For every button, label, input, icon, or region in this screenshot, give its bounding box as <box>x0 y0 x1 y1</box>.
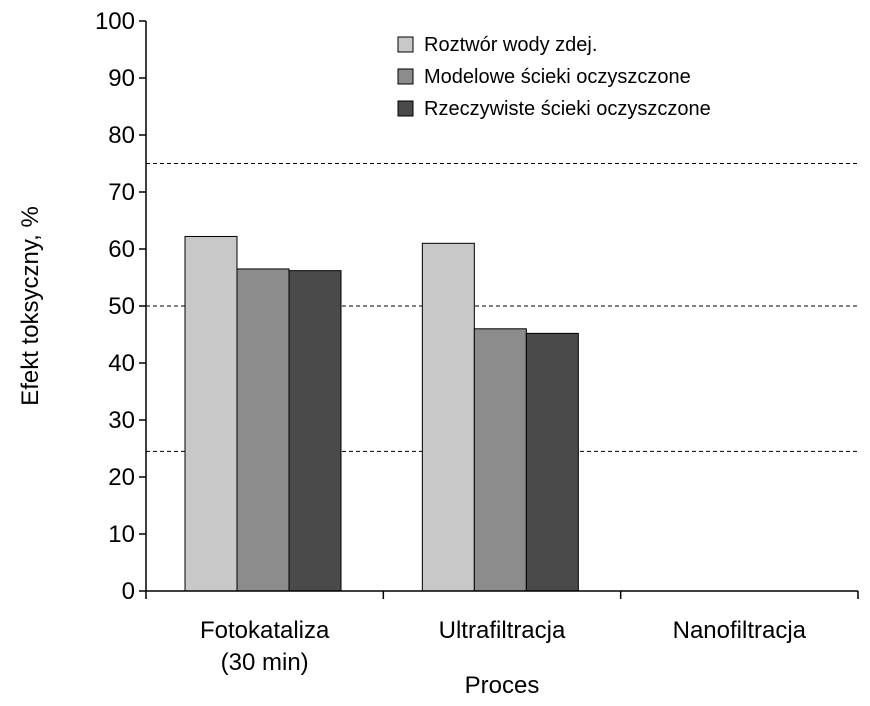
y-tick-label-7: 70 <box>108 179 135 206</box>
x-axis-title: Proces <box>465 672 540 699</box>
bar-s2-c0 <box>288 270 342 592</box>
legend: Roztwór wody zdej. Modelowe ścieki oczysz… <box>397 34 711 120</box>
x-category-label-1-0: Ultrafiltracja <box>439 617 566 644</box>
bar-s1-c1 <box>473 328 527 592</box>
y-tick-label-9: 90 <box>108 65 135 92</box>
axes <box>139 20 859 599</box>
y-tick-label-10: 100 <box>95 8 135 35</box>
y-tick-label-5: 50 <box>108 293 135 320</box>
x-category-label-0-0: Fotokataliza <box>200 617 330 644</box>
bars <box>184 235 579 592</box>
legend-label-0: Roztwór wody zdej. <box>424 34 597 56</box>
legend-label-2: Rzeczywiste ścieki oczyszczone <box>424 98 711 120</box>
bar-s0-c1 <box>421 242 475 592</box>
y-tick-label-6: 60 <box>108 236 135 263</box>
legend-swatch-0 <box>397 36 414 53</box>
y-tick-label-0: 0 <box>122 578 135 605</box>
bar-s1-c0 <box>236 268 290 592</box>
y-tick-label-8: 80 <box>108 122 135 149</box>
y-tick-label-4: 40 <box>108 350 135 377</box>
bar-s2-c1 <box>525 332 579 592</box>
x-category-labels: Fotokataliza (30 min) Ultrafiltracja Nanofi… <box>200 617 807 676</box>
x-category-label-2-0: Nanofiltracja <box>673 617 807 644</box>
y-tick-labels: 0 10 20 30 40 50 60 70 80 90 100 <box>95 8 135 605</box>
x-category-label-0-1: (30 min) <box>221 649 309 676</box>
y-axis-title: Efekt toksyczny, % <box>17 206 44 406</box>
y-tick-label-3: 30 <box>108 407 135 434</box>
y-tick-label-1: 10 <box>108 521 135 548</box>
legend-swatch-2 <box>397 100 414 117</box>
legend-swatch-1 <box>397 68 414 85</box>
bar-s0-c0 <box>184 235 238 592</box>
legend-label-1: Modelowe ścieki oczyszczone <box>424 66 691 88</box>
y-tick-label-2: 20 <box>108 464 135 491</box>
